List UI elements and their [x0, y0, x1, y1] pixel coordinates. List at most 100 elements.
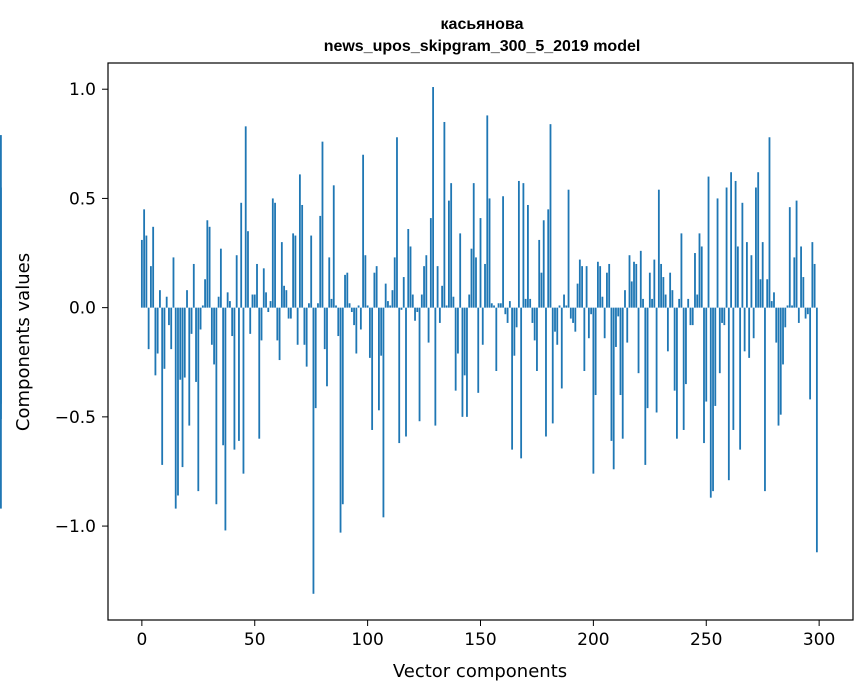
bar-162	[506, 307, 509, 323]
bar-231	[662, 277, 665, 308]
bar-204	[601, 296, 604, 308]
bar-110	[389, 305, 392, 308]
bar-147	[472, 183, 475, 308]
bar-102	[371, 307, 374, 430]
bar-108	[384, 283, 387, 308]
x-tick-label: 200	[577, 630, 609, 650]
bar-138	[452, 296, 455, 308]
x-tick-label: 150	[464, 630, 496, 650]
bar-221	[639, 250, 642, 308]
bar-264	[736, 246, 739, 308]
bar-286	[786, 305, 789, 308]
bar-7	[156, 307, 159, 354]
bar-191	[572, 307, 574, 323]
bar-161	[504, 307, 507, 315]
bar-53	[260, 307, 263, 341]
bar-128	[429, 218, 432, 308]
bar-268	[745, 242, 748, 308]
bar-207	[608, 263, 611, 308]
bar-63	[283, 285, 285, 308]
bar-166	[515, 307, 518, 328]
bar-48	[249, 307, 252, 334]
bar-132	[438, 307, 441, 323]
bar-280	[773, 292, 775, 308]
bar-158	[497, 303, 500, 308]
bar-202	[596, 261, 599, 308]
bar-275	[761, 242, 764, 308]
bar-85	[332, 185, 335, 308]
bar-1	[143, 209, 146, 308]
bar-109	[387, 301, 389, 308]
bar-261	[730, 172, 732, 308]
bar-173	[531, 307, 534, 323]
bar-9	[161, 307, 164, 465]
bar-101	[368, 307, 371, 358]
bar-209	[612, 307, 615, 470]
bar-133	[441, 285, 444, 308]
bar-180	[547, 209, 550, 308]
bar-222	[642, 298, 644, 308]
bar-61	[278, 307, 281, 361]
bar-123	[418, 307, 421, 422]
bar-38	[226, 292, 229, 308]
bar-74	[308, 303, 310, 308]
bar-79	[319, 215, 322, 308]
bar-124	[420, 294, 423, 308]
bar-96	[357, 305, 360, 308]
bar-29	[206, 220, 209, 308]
bar-216	[628, 255, 631, 308]
bar-22	[190, 307, 193, 334]
bar-141	[459, 233, 462, 308]
bar-217	[630, 281, 633, 308]
bar-238	[678, 298, 681, 308]
bar-192	[574, 307, 577, 332]
bar-297	[811, 242, 814, 308]
bar-185	[558, 305, 561, 308]
bar-252	[709, 307, 712, 498]
plot-frame	[107, 62, 854, 621]
bar-65	[287, 307, 290, 319]
bar-226	[651, 298, 653, 308]
bar-77	[314, 307, 317, 409]
bar-228	[655, 307, 658, 413]
bar-117	[405, 307, 407, 437]
bar-258	[723, 307, 726, 326]
bar-293	[802, 277, 805, 308]
bar-68	[294, 235, 297, 308]
bar-257	[721, 307, 723, 323]
bar-154	[488, 198, 491, 308]
bar-200	[592, 307, 595, 474]
bar-10	[163, 307, 166, 369]
bar-144	[466, 307, 468, 417]
bar-111	[391, 290, 394, 308]
bar-105	[378, 307, 380, 411]
bar-57	[269, 301, 272, 308]
bar-undefined	[0, 135, 2, 308]
bar-248	[700, 246, 703, 308]
bar-195	[581, 266, 583, 308]
bar-254	[714, 307, 717, 406]
bar-104	[375, 266, 378, 308]
bar-127	[427, 307, 430, 343]
bar-278	[768, 137, 771, 308]
bar-227	[653, 259, 656, 308]
bar-30	[208, 226, 211, 308]
bar-40	[231, 307, 234, 337]
bar-34	[217, 296, 220, 308]
bar-250	[705, 307, 708, 402]
y-tick-label: −1.0	[55, 517, 96, 537]
bar-262	[732, 307, 735, 430]
bar-267	[743, 307, 746, 352]
bar-233	[666, 307, 669, 352]
bar-203	[599, 266, 602, 308]
bar-276	[764, 307, 766, 492]
bar-81	[323, 307, 326, 350]
bar-241	[685, 307, 687, 385]
bar-184	[556, 307, 559, 345]
bar-98	[362, 154, 365, 308]
bar-54	[262, 268, 265, 308]
bar-140	[457, 307, 459, 354]
bar-296	[809, 307, 812, 400]
bar-120	[411, 294, 414, 308]
